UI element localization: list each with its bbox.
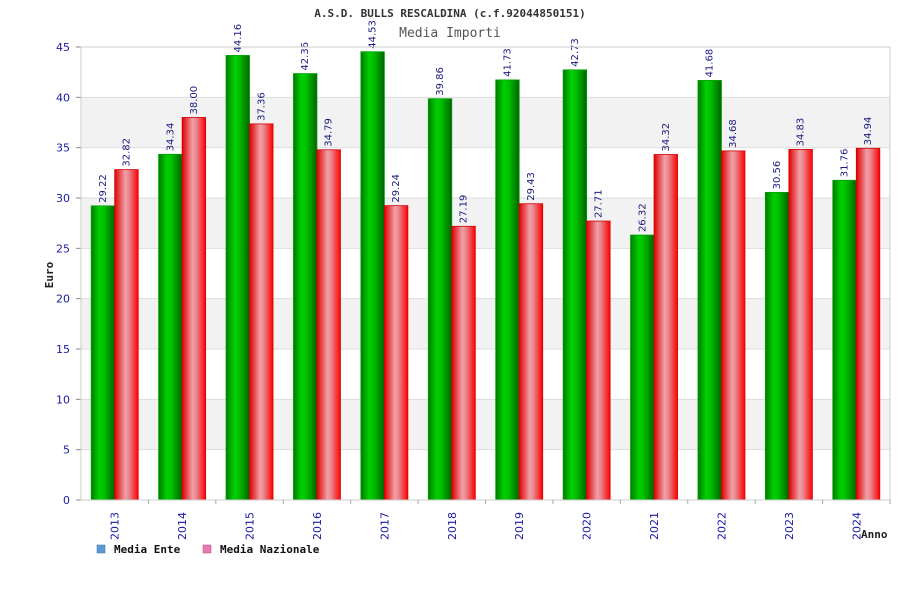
grid-band <box>81 399 890 450</box>
x-axis-label: Anno <box>861 528 888 541</box>
bars <box>90 51 881 501</box>
legend-label-media-ente: Media Ente <box>114 543 181 556</box>
y-tick-label: 45 <box>56 41 70 54</box>
bar-media-ente <box>293 73 318 501</box>
y-tick-label: 40 <box>56 91 70 104</box>
bar-media-nazionale <box>451 225 476 501</box>
y-tick-label: 0 <box>63 494 70 507</box>
axes: 0 5 10 15 20 25 30 35 40 45 2013 2014 2015 2016 2017 20… <box>56 41 891 540</box>
bar-media-nazionale <box>653 154 678 501</box>
bar-media-ente <box>360 51 385 501</box>
data-label: 38.00 <box>189 86 200 115</box>
y-tick-label: 20 <box>56 293 70 306</box>
x-tick-label: 2022 <box>715 512 728 540</box>
bar-media-ente <box>764 191 790 501</box>
data-label: 44.53 <box>368 20 379 49</box>
grid-band <box>81 47 890 98</box>
data-label: 34.34 <box>165 123 176 152</box>
x-tick-label: 2017 <box>378 512 391 540</box>
bar-media-nazionale <box>181 117 207 501</box>
data-label: 29.22 <box>98 174 109 203</box>
data-label: 41.73 <box>502 48 513 77</box>
data-label: 31.76 <box>840 149 851 178</box>
y-tick-label: 5 <box>63 444 70 457</box>
y-tick-label: 35 <box>56 142 70 155</box>
x-tick-label: 2015 <box>244 512 257 540</box>
grid-band <box>81 198 890 249</box>
x-tick-label: 2023 <box>783 512 796 540</box>
legend-swatch-media-nazionale <box>202 544 212 554</box>
data-label: 41.68 <box>705 49 716 78</box>
legend-label-media-nazionale: Media Nazionale <box>220 543 320 556</box>
data-label: 39.86 <box>435 67 446 96</box>
data-labels: 29.22 32.82 34.34 38.00 44.16 37.36 42.36 34.79… <box>98 20 874 232</box>
bar-media-nazionale <box>249 123 274 501</box>
grid-band <box>81 449 890 500</box>
grid-band <box>81 147 890 198</box>
bar-media-ente <box>225 55 250 501</box>
bar-media-ente <box>158 153 183 501</box>
data-label: 34.94 <box>863 117 874 146</box>
grid-band <box>81 298 890 349</box>
y-tick-label: 15 <box>56 343 70 356</box>
bar-media-ente <box>630 234 655 501</box>
legend-swatch-media-ente <box>96 544 106 554</box>
bar-media-nazionale <box>855 147 881 501</box>
data-label: 34.32 <box>661 123 672 152</box>
data-label: 37.36 <box>256 92 267 121</box>
data-label: 32.82 <box>121 138 132 167</box>
bar-media-nazionale <box>788 148 813 501</box>
x-tick-label: 2013 <box>109 512 122 540</box>
y-tick-label: 25 <box>56 242 70 255</box>
y-axis-label: Euro <box>43 261 56 288</box>
data-label: 34.68 <box>728 119 739 148</box>
bar-media-nazionale <box>316 149 341 501</box>
bar-media-ente <box>427 98 453 501</box>
x-tick-label: 2018 <box>446 512 459 540</box>
bar-media-nazionale <box>518 203 544 501</box>
data-label: 42.73 <box>570 38 581 67</box>
x-tick-label: 2020 <box>581 512 594 540</box>
bar-media-ente <box>90 205 116 501</box>
bar-media-nazionale <box>586 220 611 501</box>
bar-media-ente <box>697 80 722 501</box>
x-tick-label: 2016 <box>311 512 324 540</box>
y-tick-label: 10 <box>56 393 70 406</box>
x-tick-label: 2024 <box>850 512 863 540</box>
grid-band <box>81 97 890 148</box>
data-label: 34.79 <box>324 118 335 147</box>
bar-media-ente <box>832 179 857 501</box>
data-label: 26.32 <box>637 203 648 232</box>
bar-media-ente <box>562 69 588 501</box>
grid <box>81 46 890 501</box>
grid-band <box>81 349 890 400</box>
data-label: 30.56 <box>772 161 783 190</box>
data-label: 44.16 <box>233 24 244 53</box>
x-tick-label: 2021 <box>648 512 661 540</box>
bar-media-ente <box>495 79 520 501</box>
data-label: 29.24 <box>391 174 402 203</box>
data-label: 27.71 <box>593 189 604 218</box>
bar-media-nazionale <box>114 169 139 501</box>
x-tick-label: 2019 <box>513 512 526 540</box>
chart-title: A.S.D. BULLS RESCALDINA (c.f.92044850151… <box>314 7 586 20</box>
bar-media-nazionale <box>383 205 409 501</box>
data-label: 27.19 <box>459 195 470 224</box>
data-label: 29.43 <box>526 172 537 201</box>
legend: Media Ente Media Nazionale <box>96 543 320 556</box>
x-tick-label: 2014 <box>176 512 189 540</box>
grid-band <box>81 248 890 299</box>
data-label: 34.83 <box>796 118 807 147</box>
chart-subtitle: Media Importi <box>399 26 501 41</box>
bar-media-nazionale <box>721 150 746 501</box>
y-tick-label: 30 <box>56 192 70 205</box>
data-label: 42.36 <box>300 42 311 71</box>
